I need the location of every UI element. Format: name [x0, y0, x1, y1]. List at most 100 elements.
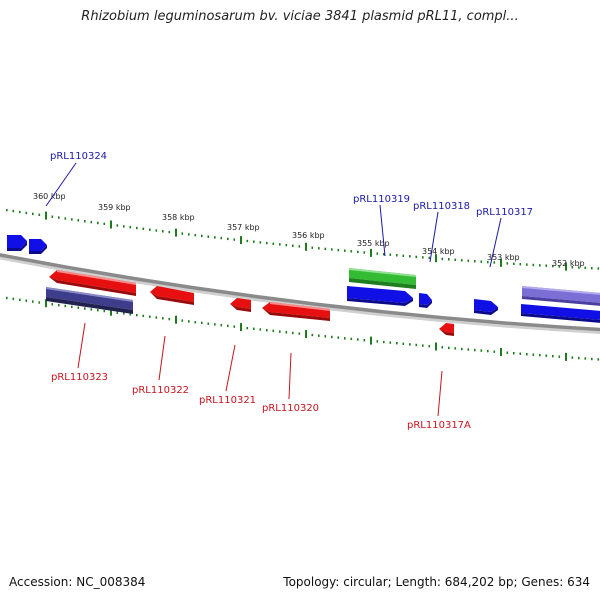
tick-label-357: 357 kbp: [227, 223, 260, 232]
outer-track-minor-tick: [480, 260, 483, 263]
gene-feature[interactable]: [29, 239, 47, 254]
gene-pRL110319[interactable]: [349, 268, 416, 289]
gene-label-pRL110324[interactable]: pRL110324: [50, 151, 107, 162]
gene-label-pRL110320[interactable]: pRL110320: [262, 403, 319, 414]
outer-track-major-tick: [45, 211, 47, 220]
outer-track-minor-tick: [383, 253, 385, 256]
inner-track-minor-tick: [51, 303, 54, 306]
outer-track-minor-tick: [467, 259, 470, 262]
gene-feature[interactable]: [474, 299, 498, 315]
gene-label-pRL110319[interactable]: pRL110319: [353, 194, 410, 205]
inner-track-minor-tick: [396, 342, 398, 345]
gene-label-pRL110321[interactable]: pRL110321: [199, 395, 256, 406]
inner-track-minor-tick: [357, 338, 359, 341]
outer-track-minor-tick: [584, 266, 587, 269]
inner-track-minor-tick: [519, 352, 522, 355]
gene-pRL110323[interactable]: [49, 270, 136, 296]
inner-track-minor-tick: [136, 313, 138, 317]
outer-track-minor-tick: [415, 255, 418, 259]
outer-track-minor-tick: [142, 227, 145, 230]
inner-track-minor-tick: [344, 337, 346, 340]
outer-track-minor-tick: [162, 230, 164, 233]
leader-pRL110324: [45, 162, 77, 207]
gene-feature[interactable]: [522, 286, 600, 306]
accession-label: Accession: NC_008384: [9, 575, 146, 589]
sequence-backbone: [0, 253, 600, 332]
gene-pRL110320[interactable]: [262, 302, 330, 321]
gene-label-pRL110317A[interactable]: pRL110317A: [407, 420, 471, 431]
gene-feature[interactable]: [521, 304, 600, 323]
inner-track-major-tick: [110, 307, 112, 316]
inner-track-minor-tick: [162, 317, 164, 320]
inner-track-minor-tick: [266, 329, 268, 332]
inner-track-minor-tick: [201, 321, 203, 325]
inner-track-major-tick: [45, 299, 47, 308]
outer-track-minor-tick: [331, 248, 333, 251]
inner-track-minor-tick: [246, 326, 249, 330]
outer-track-minor-tick: [448, 258, 450, 261]
outer-track-minor-tick: [97, 221, 99, 225]
inner-track-minor-tick: [253, 327, 255, 330]
inner-track-minor-tick: [298, 332, 301, 335]
inner-track-minor-tick: [194, 321, 197, 324]
inner-track-minor-tick: [480, 349, 483, 352]
outer-track-minor-tick: [77, 219, 80, 222]
leader-lines: [45, 162, 502, 417]
inner-track-major-tick: [435, 342, 437, 351]
gene-label-pRL110318[interactable]: pRL110318: [413, 201, 470, 212]
outer-track-minor-tick: [25, 211, 28, 215]
outer-track-minor-tick: [259, 241, 262, 244]
inner-track-minor-tick: [84, 307, 86, 310]
gene-label-pRL110317[interactable]: pRL110317: [476, 207, 533, 218]
leader-pRL110321: [225, 344, 236, 392]
outer-track-minor-tick: [136, 226, 138, 230]
outer-track-major-tick: [370, 248, 372, 257]
inner-track-minor-tick: [402, 342, 405, 345]
gene-label-pRL110322[interactable]: pRL110322: [132, 385, 189, 396]
outer-track-minor-tick: [155, 229, 158, 232]
inner-track-minor-tick: [32, 300, 34, 303]
gene-label-pRL110323[interactable]: pRL110323: [51, 372, 108, 383]
outer-track-minor-tick: [32, 212, 34, 216]
tick-label-358: 358 kbp: [162, 213, 195, 222]
backbone-shadow: [0, 254, 600, 334]
inner-track-minor-tick: [331, 335, 333, 339]
gene-labels: pRL110324 pRL110319 pRL110318 pRL110317 …: [50, 151, 533, 431]
gene-pRL110317[interactable]: [419, 293, 432, 308]
tick-label-355: 355 kbp: [357, 239, 390, 248]
inner-track-minor-tick: [350, 337, 353, 341]
leader-pRL110317A: [437, 370, 443, 417]
inner-track-minor-tick: [123, 312, 125, 315]
inner-track-minor-tick: [571, 356, 574, 359]
gene-pseudo[interactable]: [46, 287, 133, 314]
leader-pRL110318: [429, 211, 439, 263]
inner-track-minor-tick: [285, 331, 288, 334]
inner-track-major-tick: [175, 315, 177, 324]
inner-track-minor-tick: [454, 347, 457, 350]
gene-pRL110322[interactable]: [150, 286, 194, 305]
outer-track-minor-tick: [545, 264, 548, 267]
outer-track-minor-tick: [266, 241, 268, 245]
outer-track-minor-tick: [298, 245, 301, 248]
map-title: Rhizobium leguminosarum bv. viciae 3841 …: [81, 9, 519, 24]
inner-track-minor-tick: [103, 309, 106, 313]
outer-track-minor-tick: [396, 254, 398, 257]
inner-track-minor-tick: [181, 319, 184, 322]
gene-feature[interactable]: [7, 235, 27, 251]
tick-label-354: 354 kbp: [422, 247, 455, 256]
gene-pRL110317A[interactable]: [439, 323, 454, 336]
outer-track-minor-tick: [253, 240, 255, 243]
outer-track-minor-tick: [344, 249, 346, 252]
gene-pRL110321[interactable]: [230, 298, 251, 312]
outer-track-minor-tick: [90, 220, 93, 224]
inner-track-minor-tick: [129, 313, 132, 316]
gene-pRL110318[interactable]: [347, 286, 413, 306]
tick-label-356: 356 kbp: [292, 231, 325, 240]
outer-track-minor-tick: [123, 225, 125, 228]
leader-pRL110323: [77, 322, 86, 369]
outer-track-major-tick: [175, 228, 177, 237]
outer-track-minor-tick: [324, 247, 327, 251]
outer-track-minor-tick: [318, 247, 320, 250]
inner-track-minor-tick: [311, 333, 314, 337]
